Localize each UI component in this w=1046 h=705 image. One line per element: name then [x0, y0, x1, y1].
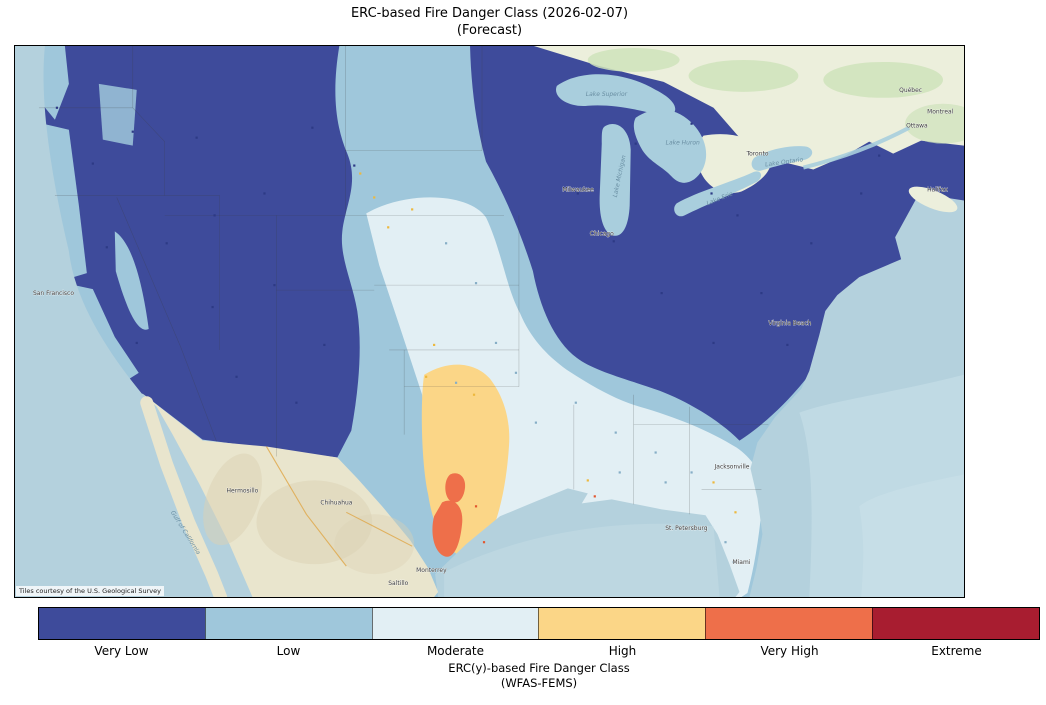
- map-label: Lake Superior: [586, 91, 628, 98]
- legend-label-high: High: [608, 644, 637, 658]
- caption-line2: (WFAS-FEMS): [500, 676, 578, 690]
- map-label: Jacksonville: [714, 463, 750, 470]
- map-label: Québec: [899, 87, 922, 94]
- title-line1: ERC-based Fire Danger Class (2026-02-07): [350, 6, 629, 21]
- pacific-ocean: [15, 46, 203, 597]
- map-label: St. Petersburg: [665, 525, 708, 532]
- legend-segment-moderate: [371, 608, 539, 639]
- lake-superior: [556, 74, 676, 118]
- canada-landmass: [533, 46, 964, 213]
- map-label: Hermosillo: [227, 487, 259, 494]
- map-label: Chihuahua: [320, 499, 352, 506]
- legend-segment-very-low: [39, 608, 205, 639]
- legend-label-very-low: Very Low: [94, 644, 149, 658]
- caption-line1: ERC(y)-based Fire Danger Class: [448, 661, 630, 675]
- figure-title: ERC-based Fire Danger Class (2026-02-07)…: [14, 5, 965, 39]
- legend-segment-very-high: [705, 608, 873, 639]
- map-label: San Francisco: [33, 290, 74, 297]
- station-markers: [55, 106, 881, 564]
- legend-label-extreme: Extreme: [931, 644, 982, 658]
- map-label: Ottawa: [906, 123, 928, 130]
- map-label: Saltillo: [388, 580, 408, 587]
- lake-erie: [674, 171, 762, 217]
- map-label: Toronto: [745, 151, 768, 158]
- map-label: Halifax: [927, 186, 948, 193]
- lake-michigan: [599, 123, 631, 236]
- legend-labels: Very Low Low Moderate High Very High Extreme: [38, 644, 1040, 658]
- map-label: Chicago: [590, 230, 614, 237]
- lake-ontario: [751, 146, 813, 171]
- baja-california: [140, 396, 228, 597]
- state-borders: [38, 46, 769, 515]
- legend-label-very-high: Very High: [760, 644, 819, 658]
- bathymetry-bands: [444, 374, 964, 597]
- mexico-landmass: [140, 393, 439, 597]
- legend-segment-high: [538, 608, 706, 639]
- fire-class-very-high-spots: [432, 473, 466, 557]
- great-lakes: [556, 74, 813, 236]
- map-label: Virginia Beach: [768, 320, 811, 327]
- map-axes: Lake Superior Lake Michigan Lake Huron Lake…: [14, 45, 965, 598]
- map-label: Montreal: [927, 109, 954, 116]
- title-line2: (Forecast): [456, 23, 523, 38]
- legend-label-moderate: Moderate: [426, 644, 485, 658]
- map-label: Miami: [732, 559, 750, 566]
- map-attribution: Tiles courtesy of the U.S. Geological Su…: [16, 586, 164, 596]
- map-label: Monterrey: [416, 567, 447, 574]
- legend-label-low: Low: [276, 644, 301, 658]
- map-label: Lake Huron: [666, 140, 700, 147]
- colorbar-caption: ERC(y)-based Fire Danger Class (WFAS-FEM…: [38, 661, 1040, 691]
- map-label: Milwaukee: [562, 186, 594, 193]
- gulf-of-mexico: [435, 488, 740, 597]
- legend-segment-extreme: [872, 608, 1039, 639]
- legend-bar: [38, 607, 1040, 640]
- legend-segment-low: [204, 608, 372, 639]
- lake-huron: [633, 109, 707, 183]
